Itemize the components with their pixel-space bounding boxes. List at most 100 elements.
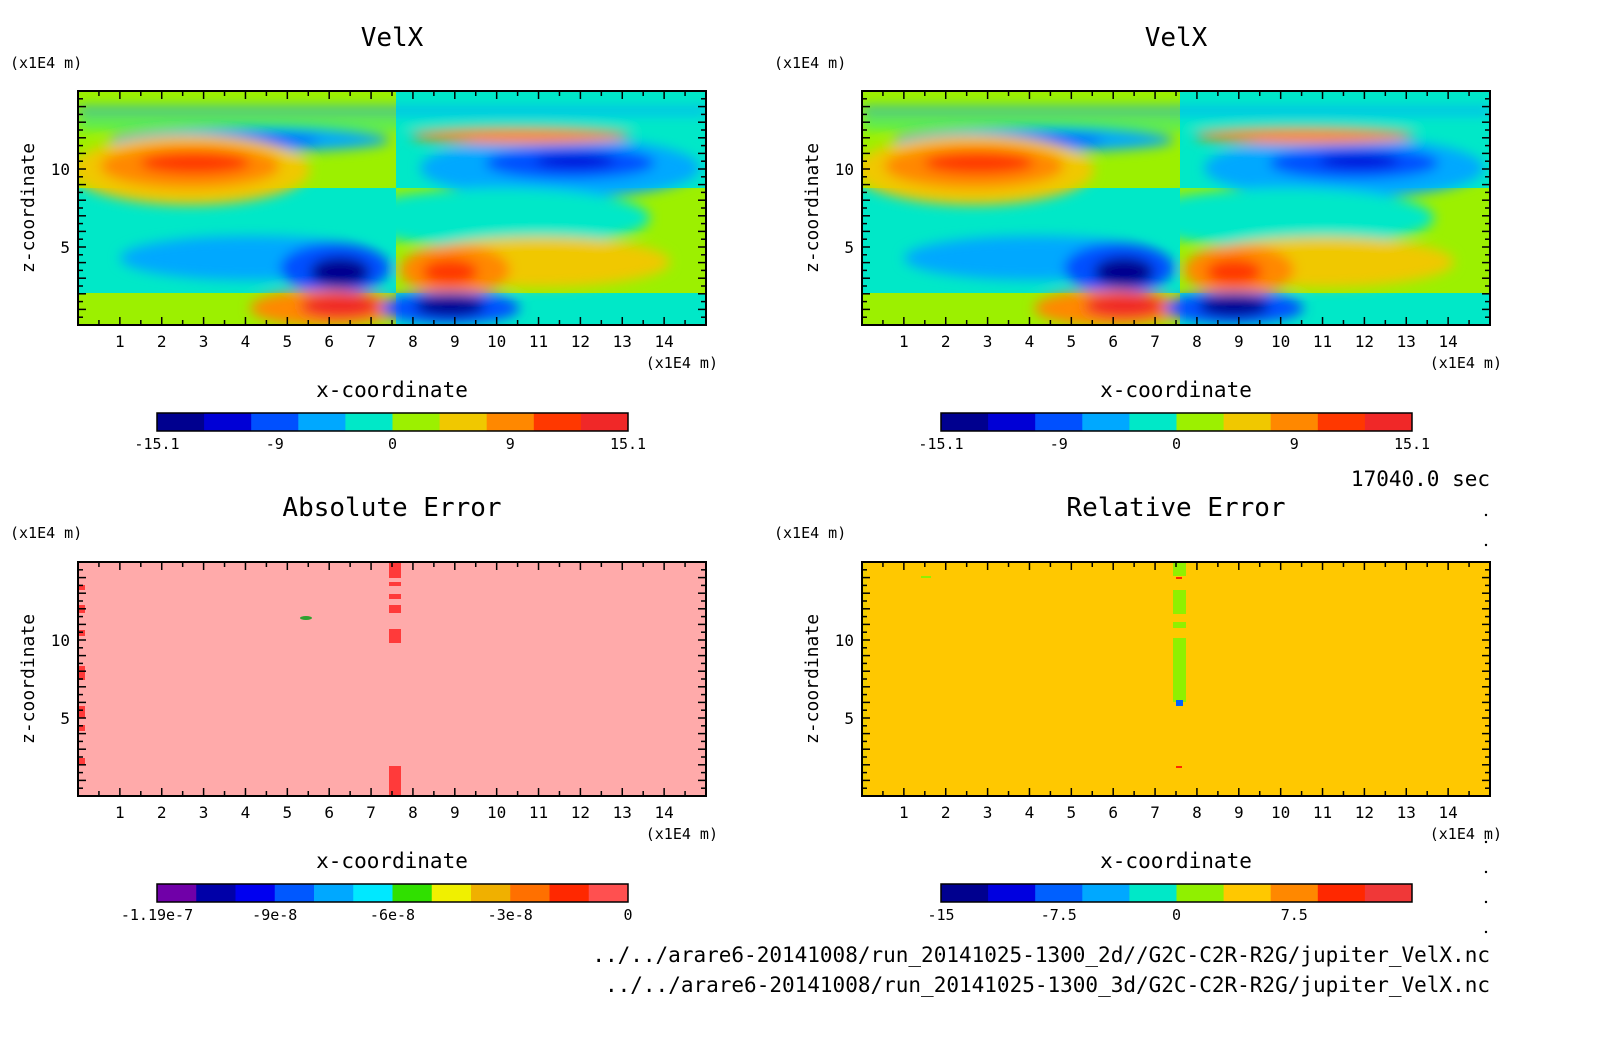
panel-title: VelX [1145, 23, 1208, 53]
x-tick-label: 8 [408, 332, 418, 351]
colorbar-swatch [314, 884, 354, 902]
heatmap-field [862, 562, 1490, 796]
y-unit-label: (x1E4 m) [774, 524, 846, 542]
colorbar-swatch [1082, 413, 1130, 431]
x-tick-label: 5 [283, 332, 293, 351]
colorbar-label: 15.1 [610, 435, 646, 453]
x-tick-label: 3 [983, 332, 993, 351]
x-tick-labels: 1 2 3 4 5 6 7 8 9 10 11 12 13 14 [899, 332, 1458, 351]
x-axis-label: x-coordinate [1100, 849, 1252, 873]
x-tick-label: 9 [450, 332, 460, 351]
colorbar-label: -15.1 [918, 435, 963, 453]
colorbar [940, 412, 1413, 432]
field-background [78, 562, 706, 796]
colorbar-swatch [988, 413, 1036, 431]
x-tick-label: 13 [613, 332, 632, 351]
colorbar-swatch [1176, 884, 1225, 902]
colorbar-label: 7.5 [1281, 906, 1308, 924]
heatmap-field [78, 91, 706, 325]
y-unit-label: (x1E4 m) [774, 54, 846, 72]
colorbar-label: -9 [1050, 435, 1068, 453]
x-tick-label: 7 [1150, 803, 1160, 822]
colorbar-label: -9e-8 [252, 906, 297, 924]
x-tick-label: 12 [1355, 803, 1374, 822]
x-tick-label: 5 [1067, 803, 1077, 822]
panel-title: Absolute Error [282, 493, 501, 523]
x-tick-label: 1 [115, 332, 125, 351]
x-tick-label: 6 [324, 803, 334, 822]
x-unit-label: (x1E4 m) [646, 825, 718, 843]
x-tick-label: 7 [366, 803, 376, 822]
x-tick-label: 3 [983, 803, 993, 822]
colorbar-swatch [345, 413, 393, 431]
panel-velx-right: VelX (x1E4 m) [774, 23, 1502, 453]
colorbar-swatch [1129, 413, 1177, 431]
colorbar-swatch [1317, 413, 1366, 431]
margin-dots [1484, 513, 1488, 934]
colorbar-swatch [1035, 413, 1083, 431]
x-axis-label: x-coordinate [1100, 378, 1252, 402]
colorbar-swatch [353, 884, 393, 902]
colorbar-swatch [251, 413, 299, 431]
x-tick-label: 8 [408, 803, 418, 822]
colorbar-swatch [1129, 884, 1177, 902]
colorbar-swatch [588, 884, 629, 902]
x-tick-label: 1 [899, 332, 909, 351]
x-tick-label: 3 [199, 803, 209, 822]
panel-velx-left: VelX (x1E4 m) [10, 23, 718, 453]
heatmap-field [78, 562, 706, 796]
x-tick-label: 4 [241, 803, 251, 822]
colorbar-swatch [1364, 884, 1413, 902]
x-tick-label: 10 [487, 803, 506, 822]
x-tick-label: 13 [613, 803, 632, 822]
colorbar-label: 0 [388, 435, 397, 453]
colorbar-swatch [392, 884, 433, 902]
x-unit-label: (x1E4 m) [1430, 354, 1502, 372]
colorbar-swatch [510, 884, 550, 902]
x-tick-label: 14 [655, 803, 674, 822]
colorbar-label: 0 [1172, 906, 1181, 924]
file-path-3d: ../../arare6-20141008/run_20141025-1300_… [605, 973, 1490, 997]
colorbar-label: -15.1 [134, 435, 179, 453]
y-axis-label: z-coordinate [18, 143, 39, 273]
colorbar [156, 883, 629, 903]
margin-dot [1484, 513, 1488, 517]
x-tick-label: 14 [655, 332, 674, 351]
colorbar-swatch [471, 884, 511, 902]
axis-ticks [862, 562, 1490, 796]
colorbar-label: 0 [623, 906, 632, 924]
x-tick-label: 12 [571, 803, 590, 822]
y-tick-label: 5 [844, 709, 854, 728]
colorbar-label: 9 [506, 435, 515, 453]
y-axis-label: z-coordinate [18, 614, 39, 744]
colorbar-label: -9 [266, 435, 284, 453]
panel-title: VelX [361, 23, 424, 53]
y-tick-labels: 5 10 [835, 631, 854, 728]
colorbar-swatch [1176, 413, 1225, 431]
y-tick-labels: 5 10 [835, 160, 854, 257]
y-tick-label: 10 [51, 631, 70, 650]
colorbar-swatch [549, 884, 590, 902]
colorbar-swatch [1082, 884, 1130, 902]
y-tick-label: 10 [51, 160, 70, 179]
colorbar-labels: -15.1 -9 0 9 15.1 [918, 435, 1430, 453]
colorbar-swatch [157, 413, 205, 431]
margin-dot [1484, 900, 1488, 904]
x-axis-label: x-coordinate [316, 849, 468, 873]
x-tick-label: 11 [529, 332, 548, 351]
x-tick-label: 9 [1234, 803, 1244, 822]
x-tick-label: 12 [571, 332, 590, 351]
margin-dot [1484, 543, 1488, 547]
x-tick-label: 14 [1439, 803, 1458, 822]
x-tick-label: 2 [157, 332, 167, 351]
colorbar [940, 883, 1413, 903]
x-tick-label: 3 [199, 332, 209, 351]
panel-relative-error: Relative Error (x1E4 m) 1 2 3 4 5 6 7 8 9 10 11 12 1… [774, 493, 1502, 924]
colorbar-swatch [1364, 413, 1413, 431]
colorbar-swatch [439, 413, 488, 431]
colorbar-swatch [1270, 884, 1319, 902]
x-tick-label: 4 [1025, 332, 1035, 351]
x-tick-label: 8 [1192, 803, 1202, 822]
